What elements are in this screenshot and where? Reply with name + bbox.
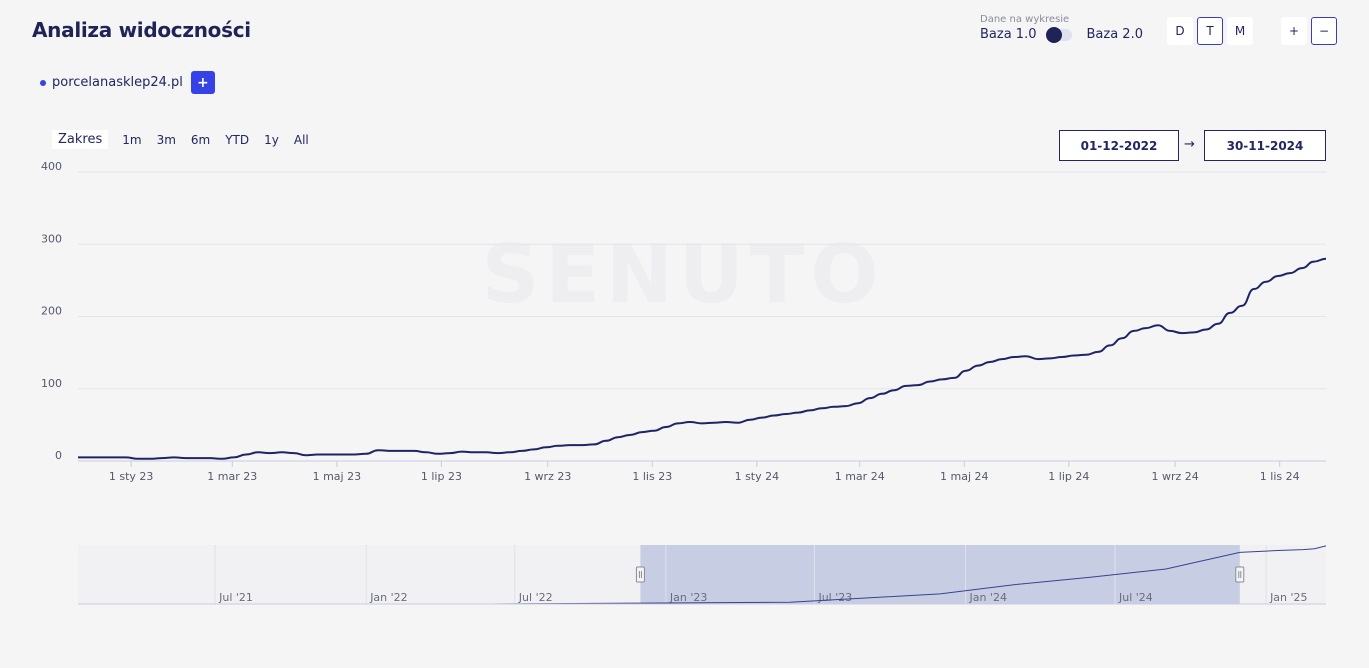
navigator-handle-left[interactable] (635, 566, 645, 583)
watermark: SENUTO (482, 228, 885, 321)
x-tick-label: 1 lis 23 (632, 470, 672, 483)
range-button-1y[interactable]: 1y (264, 132, 279, 147)
period-button-m[interactable]: M (1227, 17, 1253, 45)
navigator-handle-right[interactable] (1235, 566, 1245, 583)
period-button-d[interactable]: D (1167, 17, 1193, 45)
domain-color-dot (40, 79, 46, 86)
base-right-label: Baza 2.0 (1086, 27, 1143, 42)
x-tick-label: 1 mar 23 (207, 470, 257, 483)
base-toggle[interactable] (1046, 26, 1073, 43)
domain-legend: porcelanasklep24.pl + (40, 71, 215, 94)
toggle-knob (1046, 26, 1063, 43)
date-from-input[interactable]: 01-12-2022 (1059, 130, 1179, 161)
zoom-out-button[interactable]: − (1311, 17, 1337, 45)
series-line-porcelanasklep24 (78, 257, 1327, 460)
base-caption: Dane na wykresie (980, 14, 1070, 25)
x-tick-label: 1 sty 23 (109, 470, 154, 483)
y-tick-label: 100 (41, 377, 62, 390)
base-left-label: Baza 1.0 (980, 27, 1037, 42)
period-selector: D T M (1167, 17, 1253, 45)
navigator-label: Jan '24 (969, 591, 1007, 604)
x-tick-label: 1 lis 24 (1260, 470, 1300, 483)
x-tick-label: 1 lip 23 (421, 470, 462, 483)
y-tick-label: 300 (41, 232, 62, 245)
date-to-input[interactable]: 30-11-2024 (1204, 130, 1326, 161)
base-selector: Dane na wykresie Baza 1.0 Baza 2.0 (980, 14, 1143, 43)
x-tick-label: 1 maj 23 (313, 470, 362, 483)
navigator-label: Jul '21 (218, 591, 253, 604)
navigator-label: Jan '25 (1269, 591, 1307, 604)
navigator-label: Jul '23 (817, 591, 852, 604)
period-button-t[interactable]: T (1197, 17, 1223, 45)
x-tick-label: 1 lip 24 (1048, 470, 1089, 483)
date-arrow: → (1184, 137, 1195, 152)
x-tick-label: 1 sty 24 (735, 470, 780, 483)
navigator-label: Jul '22 (518, 591, 553, 604)
range-button-1m[interactable]: 1m (122, 132, 142, 147)
y-tick-label: 0 (55, 449, 62, 462)
x-tick-label: 1 mar 24 (835, 470, 885, 483)
navigator-label: Jan '23 (669, 591, 707, 604)
navigator-label: Jan '22 (369, 591, 407, 604)
navigator-series-line (78, 545, 1327, 605)
x-tick-label: 1 maj 24 (940, 470, 989, 483)
add-domain-button[interactable]: + (190, 71, 215, 94)
range-button-ytd[interactable]: YTD (225, 132, 250, 147)
zoom-in-button[interactable]: + (1281, 17, 1307, 45)
range-label: Zakres (52, 130, 109, 149)
page-title: Analiza widoczności (32, 18, 251, 42)
x-tick-label: 1 wrz 23 (524, 470, 571, 483)
domain-name[interactable]: porcelanasklep24.pl (52, 75, 183, 90)
y-tick-label: 400 (41, 160, 62, 173)
range-button-6m[interactable]: 6m (190, 132, 211, 147)
navigator-label: Jul '24 (1118, 591, 1153, 604)
range-selector: Zakres 1m 3m 6m YTD 1y All (52, 130, 318, 149)
y-tick-label: 200 (41, 305, 62, 318)
range-button-all[interactable]: All (293, 132, 309, 147)
zoom-selector: + − (1281, 17, 1337, 45)
x-tick-label: 1 wrz 24 (1151, 470, 1198, 483)
range-button-3m[interactable]: 3m (156, 132, 176, 147)
